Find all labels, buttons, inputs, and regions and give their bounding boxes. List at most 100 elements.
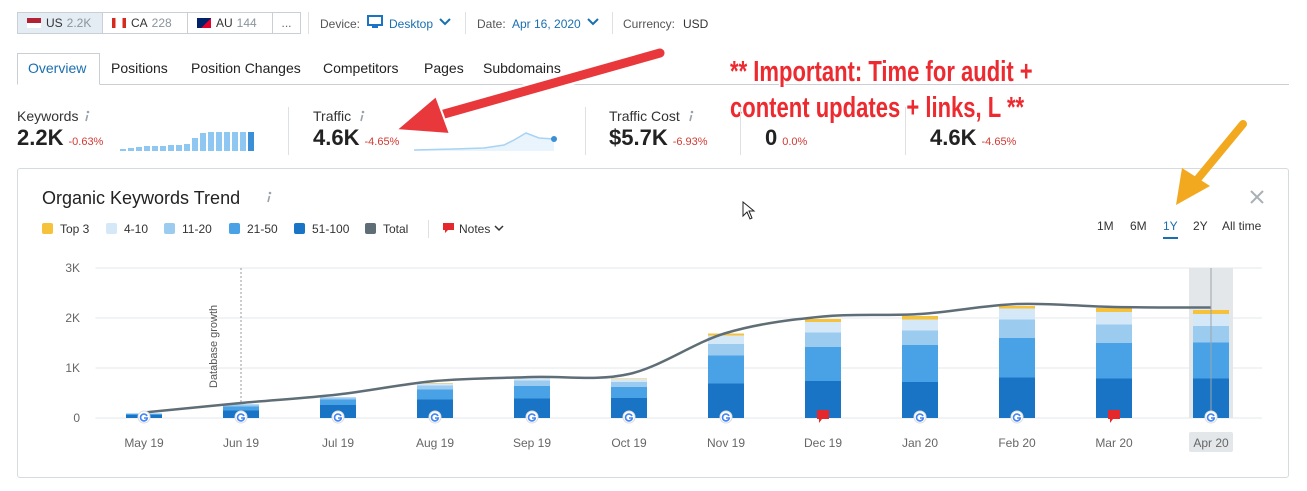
- bar-segment: [902, 345, 938, 382]
- google-glyph: [1206, 413, 1216, 422]
- metric-change: -6.93%: [672, 136, 708, 148]
- y-tick-label: 2K: [65, 311, 80, 325]
- bar-segment: [805, 319, 841, 322]
- tab[interactable]: Position Changes: [191, 60, 301, 76]
- x-tick-label: Feb 20: [998, 436, 1036, 450]
- legend-label: 4-10: [124, 222, 149, 236]
- tab[interactable]: Positions: [111, 60, 168, 76]
- x-tick-label: Dec 19: [804, 436, 842, 450]
- country-tab[interactable]: CA 228: [102, 12, 188, 34]
- tab[interactable]: Subdomains: [483, 60, 561, 76]
- x-label-highlight: [1189, 432, 1233, 452]
- metric-value: 0 0.0%: [765, 125, 807, 151]
- close-button[interactable]: [1250, 190, 1264, 204]
- traffic-sparkline: [414, 132, 557, 151]
- chevron: [587, 18, 599, 26]
- legend-item[interactable]: Total: [365, 222, 408, 236]
- metric-number: 0: [765, 125, 778, 150]
- x-tick-label: May 19: [124, 436, 164, 450]
- notes-toggle[interactable]: Notes: [442, 222, 504, 236]
- tab[interactable]: Competitors: [323, 60, 399, 76]
- bar-segment: [902, 316, 938, 320]
- x-tick-label: Apr 20: [1193, 436, 1229, 450]
- bar-segment: [1096, 343, 1132, 379]
- flag: [197, 18, 211, 28]
- metric-number: 4.6K: [930, 125, 977, 150]
- legend-swatch: [164, 223, 175, 234]
- info-icon[interactable]: [687, 110, 695, 122]
- google-glyph: [333, 413, 343, 422]
- x-tick-label: Mar 20: [1095, 436, 1133, 450]
- bar-segment: [320, 397, 356, 398]
- legend-item[interactable]: 21-50: [229, 222, 278, 236]
- range-button[interactable]: 1M: [1097, 219, 1114, 233]
- metric-value: $5.7K -6.93%: [609, 125, 708, 151]
- country-count: 228: [151, 16, 172, 30]
- range-button[interactable]: All time: [1222, 219, 1262, 233]
- bar-segment: [514, 398, 550, 418]
- bar-segment: [417, 389, 453, 400]
- bar-segment: [999, 306, 1035, 309]
- range-button[interactable]: 2Y: [1193, 219, 1208, 233]
- country-code: US: [46, 16, 63, 30]
- range-button[interactable]: 6M: [1130, 219, 1147, 233]
- bar-segment: [999, 319, 1035, 338]
- country-code: CA: [131, 16, 148, 30]
- legend-label: Total: [383, 222, 409, 236]
- keywords-sparkbars: [120, 132, 254, 151]
- currency-label: Currency:: [623, 17, 676, 31]
- legend-item[interactable]: 4-10: [106, 222, 148, 236]
- bar-segment: [611, 378, 647, 379]
- country-tab[interactable]: US 2.2K: [17, 12, 103, 34]
- date-select[interactable]: Apr 16, 2020: [512, 17, 581, 31]
- info-icon[interactable]: [358, 110, 366, 122]
- legend-swatch: [294, 223, 305, 234]
- bar-segment: [708, 355, 744, 384]
- bar-segment: [708, 335, 744, 344]
- metric-number: 4.6K: [313, 125, 360, 150]
- metric-change: -0.63%: [68, 136, 104, 148]
- x-tick-label: Oct 19: [611, 436, 647, 450]
- info-icon[interactable]: [83, 110, 91, 122]
- tab[interactable]: Overview: [28, 60, 87, 76]
- bar-segment: [417, 385, 453, 390]
- total-line: [143, 302, 1212, 414]
- country-code: AU: [216, 16, 233, 30]
- bar-segment: [223, 406, 259, 411]
- separator: [308, 12, 309, 34]
- metric-label: Keywords: [17, 108, 79, 124]
- google-glyph: [139, 413, 149, 422]
- tab[interactable]: Pages: [424, 60, 464, 76]
- legend-item[interactable]: 11-20: [164, 222, 212, 236]
- legend-swatch: [106, 223, 117, 234]
- date-label: Date:: [477, 17, 506, 31]
- mouse-cursor: [742, 201, 756, 220]
- bar-segment: [805, 332, 841, 347]
- metric-label: Traffic Cost: [609, 108, 680, 124]
- note-marker: [1108, 410, 1120, 423]
- chevron: [439, 18, 451, 26]
- x-tick-label: Sep 19: [513, 436, 551, 450]
- bar-segment: [514, 380, 550, 386]
- info-icon[interactable]: [265, 191, 273, 208]
- metric-change: 0.0%: [782, 136, 808, 148]
- legend-item[interactable]: 51-100: [294, 222, 349, 236]
- note-marker: [817, 410, 829, 423]
- bar-segment: [902, 330, 938, 345]
- country-tab[interactable]: AU 144: [187, 12, 273, 34]
- bar-segment: [902, 319, 938, 331]
- separator: [612, 12, 613, 34]
- range-button[interactable]: 1Y: [1163, 219, 1178, 239]
- more-countries[interactable]: ...: [272, 12, 301, 34]
- google-glyph: [721, 413, 731, 422]
- legend-item[interactable]: Top 3: [42, 222, 89, 236]
- device-select[interactable]: Desktop: [389, 17, 434, 31]
- legend-swatch: [42, 223, 53, 234]
- legend-label: Top 3: [60, 222, 90, 236]
- chart-panel: [17, 168, 1289, 478]
- bar-segment: [1096, 324, 1132, 343]
- bar-segment: [611, 382, 647, 387]
- google-glyph: [236, 413, 246, 422]
